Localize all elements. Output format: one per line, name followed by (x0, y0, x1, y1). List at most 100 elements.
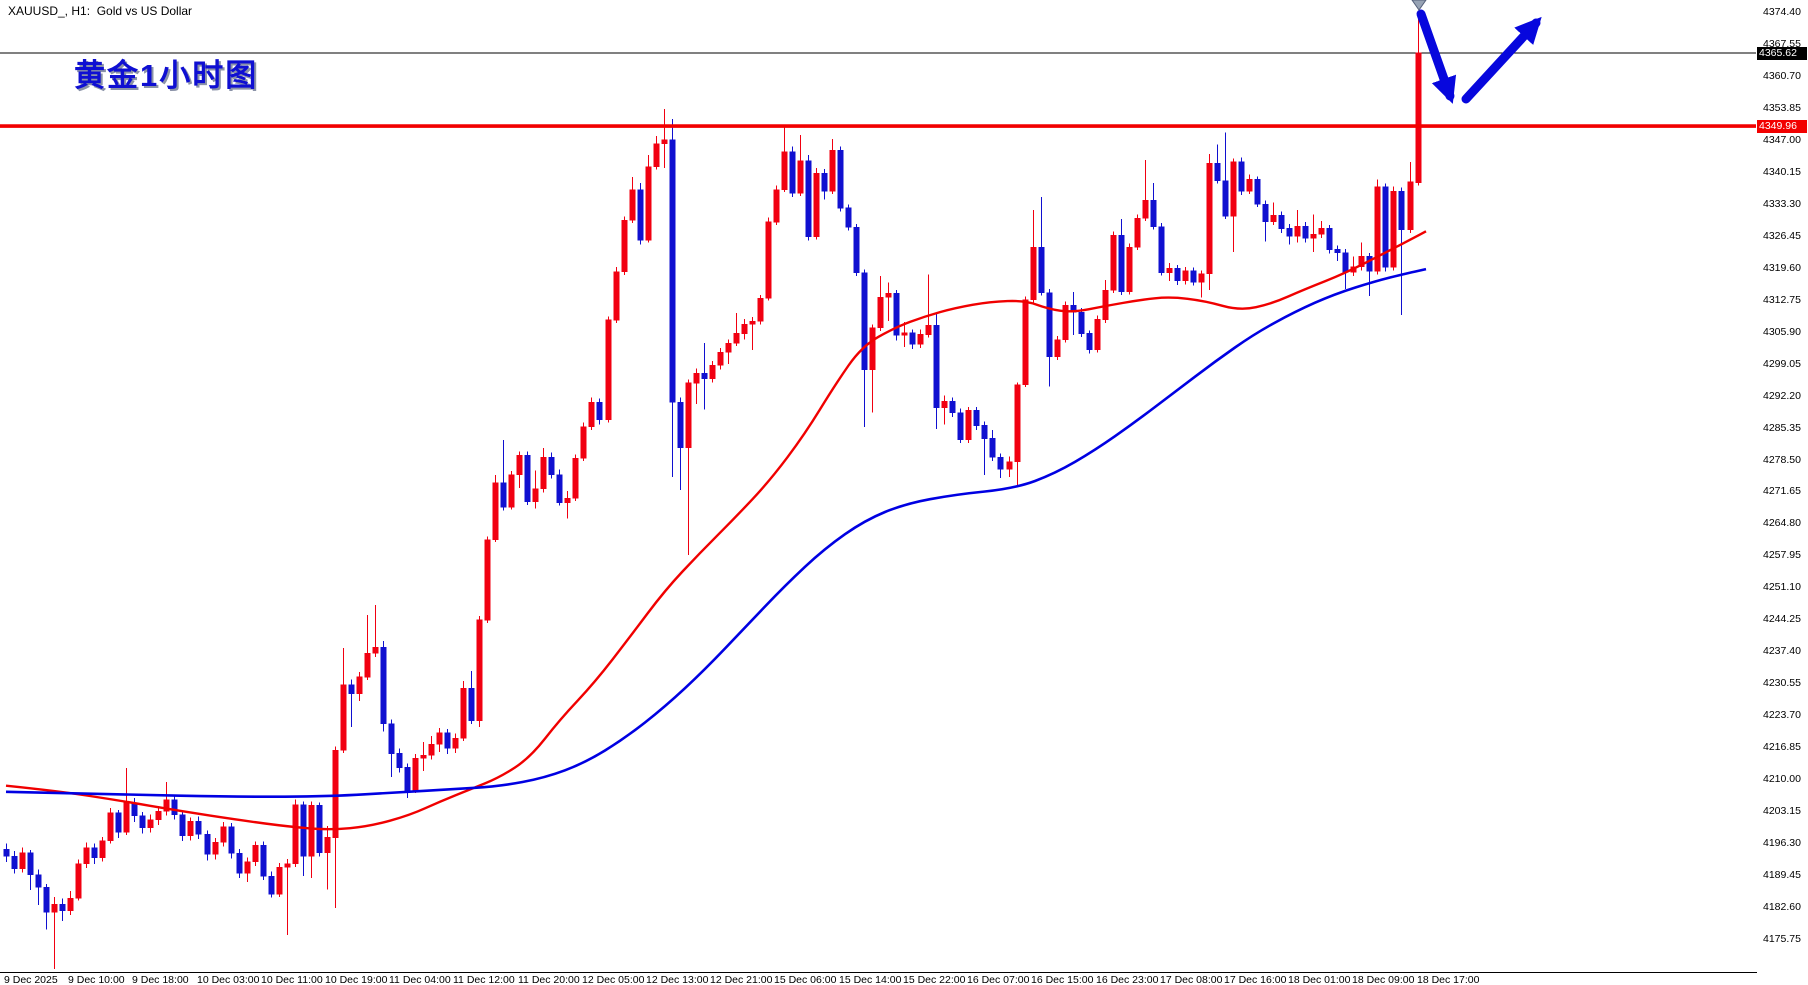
candle (837, 146, 844, 212)
price-axis: 4374.40 4367.55 4360.70 4353.85 4347.00 4340.… (1756, 0, 1807, 972)
candle (139, 811, 146, 834)
candle (179, 810, 186, 841)
candle (709, 361, 716, 383)
candle (661, 109, 668, 168)
candle (171, 795, 178, 820)
candle (1254, 176, 1261, 208)
candle (300, 801, 307, 877)
candle (364, 614, 371, 681)
candle (1142, 159, 1149, 222)
price-axis-label: 4244.25 (1763, 613, 1801, 625)
candle (1078, 307, 1085, 337)
candle (693, 368, 700, 404)
candle (1038, 196, 1045, 296)
candle (1198, 270, 1205, 298)
candle (949, 397, 956, 418)
candle (228, 823, 235, 859)
chart-annotation: 黄金1小时图 (74, 58, 259, 93)
candle (548, 452, 555, 479)
candle (244, 857, 251, 882)
price-axis-label: 4326.45 (1763, 230, 1801, 242)
candle (27, 850, 34, 891)
candle (564, 490, 571, 519)
candle (1222, 132, 1229, 220)
candle (749, 317, 756, 350)
candle (308, 801, 315, 879)
candle (1214, 144, 1221, 184)
price-axis-label: 4292.20 (1763, 390, 1801, 402)
candle (452, 733, 459, 754)
candle (1022, 296, 1029, 388)
candle (1390, 186, 1397, 271)
candle (1070, 291, 1077, 335)
trend-arrow-down[interactable] (1416, 9, 1457, 104)
price-axis-label: 4347.00 (1763, 134, 1801, 146)
candle (1270, 202, 1277, 225)
ma-slow-line (5, 267, 1427, 799)
time-axis-label: 11 Dec 04:00 (389, 974, 451, 985)
candle (67, 891, 74, 915)
candle (292, 799, 299, 867)
candle (925, 274, 932, 338)
time-axis-label: 11 Dec 12:00 (453, 974, 515, 985)
candle (468, 670, 475, 725)
candle (540, 447, 547, 493)
candle (1046, 289, 1053, 387)
candle (637, 182, 644, 245)
candle (532, 470, 539, 509)
candle (733, 312, 740, 347)
candle (131, 797, 138, 823)
price-axis-label: 4203.15 (1763, 805, 1801, 817)
candle (75, 859, 82, 901)
candle (332, 746, 339, 908)
candle (885, 282, 892, 321)
candle (797, 135, 804, 196)
candle (1382, 183, 1389, 272)
candle (420, 741, 427, 771)
candle (701, 342, 708, 410)
candle (1334, 245, 1341, 262)
price-axis-label: 4305.90 (1763, 326, 1801, 338)
candle (1126, 243, 1133, 295)
candle (220, 822, 227, 847)
candle (484, 536, 491, 623)
candle (1054, 335, 1061, 361)
time-axis-label: 17 Dec 08:00 (1160, 974, 1223, 985)
candle (1294, 209, 1301, 243)
cursor-icon (1411, 0, 1427, 11)
time-axis-label: 11 Dec 20:00 (518, 974, 580, 985)
price-axis-label: 4360.70 (1763, 70, 1801, 82)
candle (653, 136, 660, 170)
price-axis-label: 4278.50 (1763, 454, 1801, 466)
time-axis-label: 18 Dec 09:00 (1352, 974, 1415, 985)
time-axis-label: 16 Dec 07:00 (967, 974, 1030, 985)
candle (989, 430, 996, 461)
bid-price-badge: 4365.62 (1757, 47, 1807, 60)
candle (356, 671, 363, 701)
time-axis-label: 9 Dec 10:00 (68, 974, 125, 985)
symbol-title: XAUUSD_, H1: Gold vs US Dollar (8, 4, 193, 18)
candle (765, 217, 772, 301)
candle (3, 843, 10, 863)
candle (853, 223, 860, 277)
candle (524, 451, 531, 505)
candle (1398, 187, 1405, 315)
candle (580, 422, 587, 461)
time-axis-label: 18 Dec 01:00 (1288, 974, 1351, 985)
time-axis-label: 15 Dec 14:00 (839, 974, 902, 985)
candle (460, 681, 467, 741)
time-axis: 9 Dec 2025 9 Dec 10:00 9 Dec 18:00 10 Dec 0… (0, 973, 1808, 985)
candle (1374, 179, 1381, 275)
price-axis-label: 4333.30 (1763, 198, 1801, 210)
candle (500, 439, 507, 511)
candle (605, 316, 612, 423)
candle (204, 830, 211, 861)
trend-arrow-up[interactable] (1461, 16, 1542, 104)
candle (388, 719, 395, 777)
price-axis-label: 4189.45 (1763, 869, 1801, 881)
time-axis-label: 12 Dec 21:00 (710, 974, 773, 985)
candle (821, 168, 828, 200)
candle (805, 154, 812, 241)
candle (212, 837, 219, 860)
